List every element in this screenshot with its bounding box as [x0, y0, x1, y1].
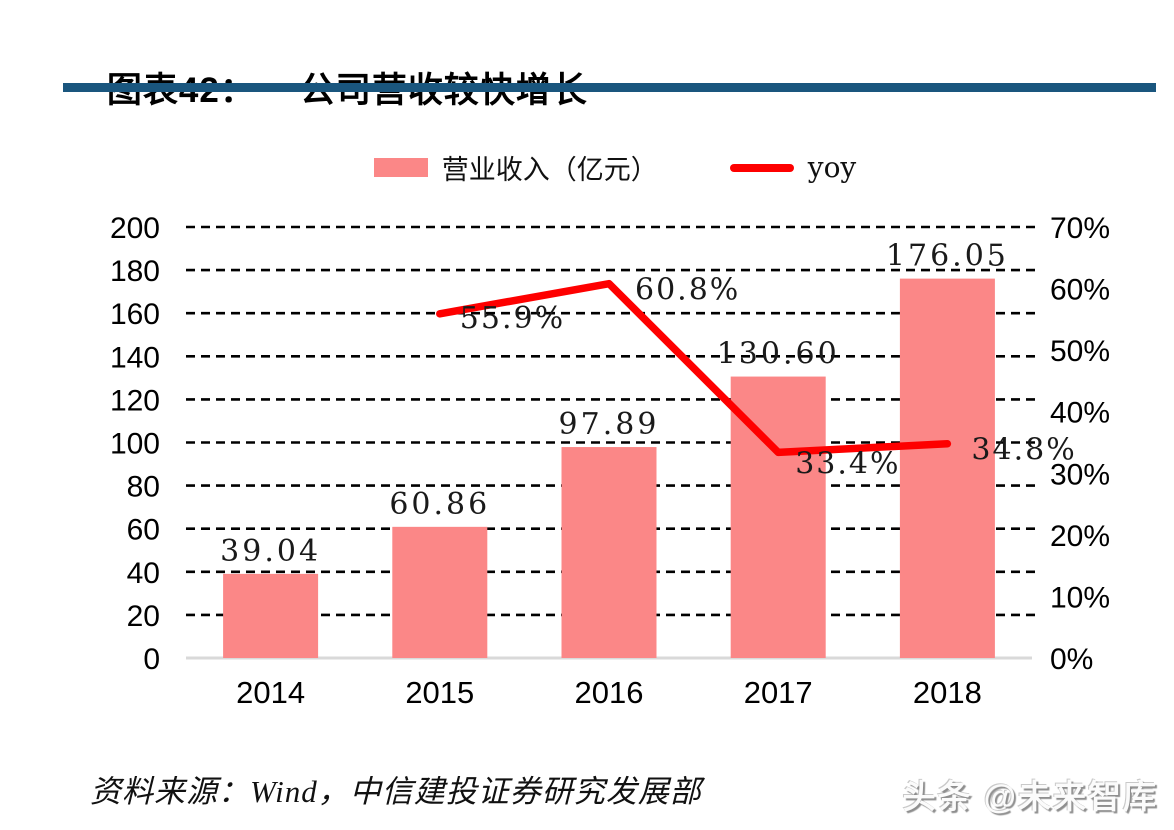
left-axis-tick: 60	[127, 514, 160, 547]
right-axis-tick: 60%	[1050, 274, 1110, 307]
x-axis-label-2016: 2016	[575, 675, 644, 710]
left-axis-tick: 180	[110, 255, 160, 288]
right-axis-tick: 30%	[1050, 458, 1110, 491]
legend-item-revenue: 营业收入（亿元）	[373, 148, 658, 187]
left-axis-tick: 80	[127, 471, 160, 504]
bar-value-label-2018: 176.05	[886, 239, 1009, 274]
yoy-value-label-2015: 55.9%	[460, 301, 565, 336]
bar-2016	[561, 447, 657, 658]
legend-label-revenue: 营业收入（亿元）	[441, 155, 658, 185]
yoy-line-swatch	[729, 163, 794, 172]
x-axis-label-2018: 2018	[913, 675, 982, 710]
left-axis-tick: 120	[110, 384, 160, 417]
left-axis-tick: 160	[110, 298, 160, 331]
bar-2018	[899, 278, 995, 658]
bar-2014	[223, 573, 319, 658]
left-axis-tick: 20	[127, 600, 160, 633]
yoy-value-label-2018: 34.8%	[971, 433, 1076, 468]
right-axis-tick: 0%	[1050, 643, 1093, 676]
bar-2015	[392, 526, 488, 658]
left-axis-tick: 40	[127, 557, 160, 590]
bar-value-label-2014: 39.04	[220, 534, 321, 569]
yoy-value-label-2016: 60.8%	[635, 273, 740, 308]
left-axis-tick: 0	[143, 643, 160, 676]
right-axis-tick: 10%	[1050, 581, 1110, 614]
chart-legend: 营业收入（亿元） yoy	[185, 148, 1045, 187]
bar-value-label-2016: 97.89	[559, 407, 660, 442]
left-axis-tick: 140	[110, 341, 160, 374]
watermark-text: 头条 @未来智库	[902, 778, 1158, 815]
x-axis-label-2017: 2017	[744, 675, 813, 710]
right-axis-tick: 50%	[1050, 335, 1110, 368]
revenue-bar-swatch	[373, 158, 428, 177]
bar-value-label-2015: 60.86	[389, 487, 490, 522]
right-axis-tick: 70%	[1050, 212, 1110, 245]
left-axis-tick: 200	[110, 212, 160, 245]
legend-label-yoy: yoy	[807, 151, 857, 184]
yoy-value-label-2017: 33.4%	[795, 446, 900, 481]
right-axis-tick: 20%	[1050, 520, 1110, 553]
x-axis-label-2015: 2015	[405, 675, 474, 710]
x-axis-label-2014: 2014	[236, 675, 305, 710]
right-axis-tick: 40%	[1050, 397, 1110, 430]
left-axis-tick: 100	[110, 428, 160, 461]
bar-value-label-2017: 130.60	[717, 337, 840, 372]
yoy-line	[436, 279, 952, 457]
title-divider	[63, 83, 1156, 92]
legend-item-yoy: yoy	[729, 151, 857, 184]
source-attribution: 资料来源：Wind，中信建投证券研究发展部	[90, 774, 702, 809]
